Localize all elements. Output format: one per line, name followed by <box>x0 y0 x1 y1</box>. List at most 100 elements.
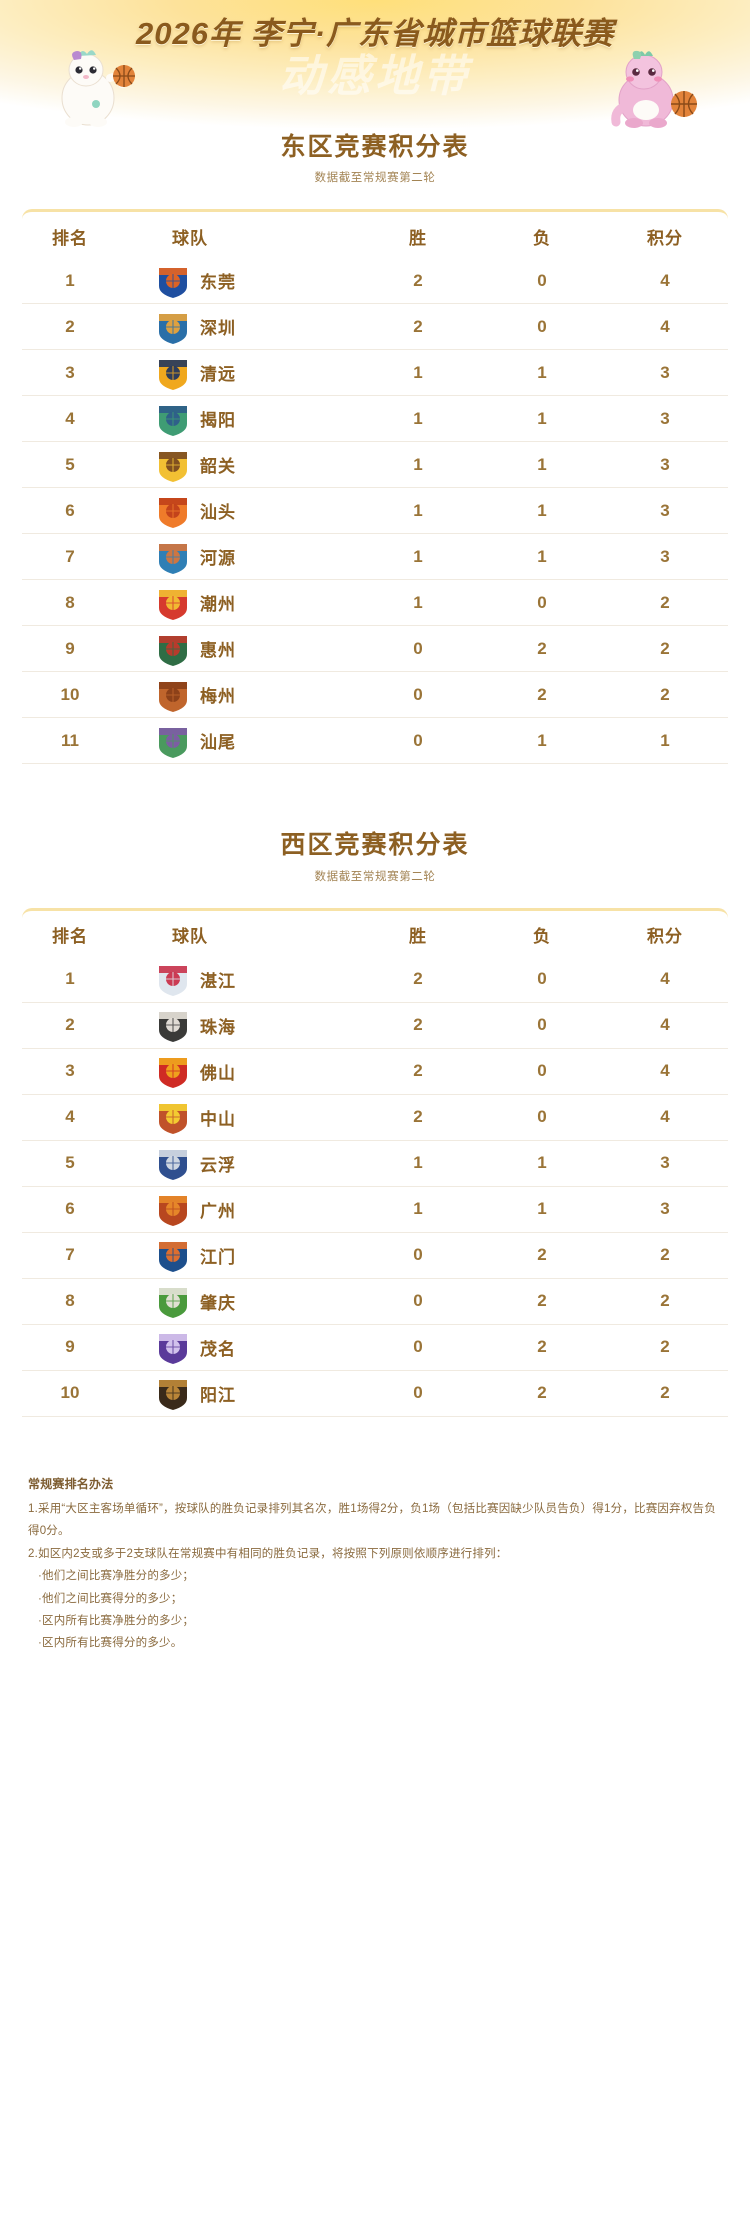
table-row[interactable]: 8 潮州 1 0 2 <box>22 580 728 627</box>
cell-rank: 3 <box>65 362 75 382</box>
shanwei-logo-icon <box>159 727 187 758</box>
cell-team: 梅州 <box>118 678 354 712</box>
cell-losses: 1 <box>537 546 547 566</box>
yangjiang-logo-icon <box>159 1380 187 1410</box>
cell-wins: 0 <box>413 1383 423 1402</box>
cell-points: 2 <box>660 1337 670 1356</box>
shaoguan-logo-icon <box>159 451 187 482</box>
cell-rank: 11 <box>61 730 79 750</box>
cell-team: 广州 <box>118 1192 354 1226</box>
cell-rank: 2 <box>65 316 75 336</box>
table-row[interactable]: 3 清远 1 1 3 <box>22 350 728 397</box>
cell-wins: 0 <box>413 1337 423 1356</box>
cell-losses: 1 <box>537 454 547 474</box>
cell-losses: 2 <box>537 1337 547 1356</box>
cell-team: 河源 <box>118 540 354 574</box>
cell-team: 佛山 <box>118 1054 354 1088</box>
cell-team: 东莞 <box>118 264 354 298</box>
table-row[interactable]: 10 梅州 0 2 2 <box>22 672 728 719</box>
cell-rank: 10 <box>60 1383 80 1402</box>
table-row[interactable]: 5 韶关 1 1 3 <box>22 442 728 489</box>
cell-wins: 1 <box>413 500 423 520</box>
cell-rank: 5 <box>65 454 75 474</box>
table-row[interactable]: 3 佛山 2 0 4 <box>22 1049 728 1095</box>
table-row[interactable]: 2 深圳 2 0 4 <box>22 304 728 351</box>
cell-wins: 1 <box>413 546 423 566</box>
cell-team: 中山 <box>118 1100 354 1134</box>
cell-rank: 5 <box>65 1153 75 1172</box>
cell-rank: 2 <box>65 1015 75 1034</box>
dongguan-logo-icon <box>159 267 187 298</box>
team-name: 云浮 <box>200 1155 236 1175</box>
team-name: 江门 <box>200 1247 236 1267</box>
team-name: 佛山 <box>200 1063 236 1083</box>
table-row[interactable]: 1 东莞 2 0 4 <box>22 258 728 305</box>
table-row[interactable]: 4 揭阳 1 1 3 <box>22 396 728 443</box>
table-row[interactable]: 9 茂名 0 2 2 <box>22 1325 728 1371</box>
cell-losses: 1 <box>537 730 547 750</box>
west-section-title: 西区竞赛积分表 <box>280 831 470 860</box>
table-row[interactable]: 5 云浮 1 1 3 <box>22 1141 728 1187</box>
team-name: 韶关 <box>200 457 236 477</box>
cell-wins: 0 <box>413 1291 423 1310</box>
table-row[interactable]: 2 珠海 2 0 4 <box>22 1003 728 1049</box>
cell-points: 3 <box>660 454 670 474</box>
cell-wins: 1 <box>413 454 423 474</box>
table-row[interactable]: 8 肇庆 0 2 2 <box>22 1279 728 1325</box>
cell-points: 4 <box>660 1107 670 1126</box>
cell-rank: 7 <box>65 546 75 566</box>
cell-points: 2 <box>660 1383 670 1402</box>
east-section-subtitle: 数据截至常规赛第二轮 <box>314 172 436 185</box>
pink-mascot-icon <box>611 50 697 128</box>
table-row[interactable]: 7 江门 0 2 2 <box>22 1233 728 1279</box>
table-row[interactable]: 1 湛江 2 0 4 <box>22 957 728 1003</box>
league-title: 2026年 李宁·广东省城市篮球联赛 <box>136 16 614 51</box>
column-header-losses: 负 <box>533 927 551 946</box>
cell-team: 深圳 <box>118 310 354 344</box>
cell-wins: 2 <box>413 1015 423 1034</box>
cell-wins: 1 <box>413 1153 423 1172</box>
cell-points: 2 <box>660 684 670 704</box>
east-standings-table: 排名 球队 胜 负 积分 1 东莞 2 0 4 2 深圳 2 0 4 3 清远 1 1 3 4 揭阳 1 1 3 5 韶关… <box>22 209 728 765</box>
rules-tiebreak-3: ·区内所有比赛净胜分的多少； <box>38 1615 195 1627</box>
cell-wins: 2 <box>413 1061 423 1080</box>
table-row[interactable]: 10 阳江 0 2 2 <box>22 1371 728 1417</box>
table-row[interactable]: 9 惠州 0 2 2 <box>22 626 728 673</box>
cell-wins: 0 <box>413 730 423 750</box>
team-name: 汕尾 <box>200 733 236 753</box>
white-mascot-icon <box>61 50 135 127</box>
cell-points: 3 <box>660 500 670 520</box>
column-header-team: 球队 <box>172 228 208 248</box>
shantou-logo-icon <box>159 497 187 528</box>
cell-losses: 2 <box>537 684 547 704</box>
chaozhou-logo-icon <box>159 589 187 620</box>
table-row[interactable]: 4 中山 2 0 4 <box>22 1095 728 1141</box>
west-section-header: 西区竞赛积分表 数据截至常规赛第二轮 <box>0 764 750 883</box>
team-name: 茂名 <box>200 1339 236 1359</box>
table-row[interactable]: 7 河源 1 1 3 <box>22 534 728 581</box>
team-name: 河源 <box>200 549 236 569</box>
cell-losses: 0 <box>537 270 547 290</box>
cell-points: 3 <box>660 408 670 428</box>
table-row[interactable]: 6 汕头 1 1 3 <box>22 488 728 535</box>
cell-team: 揭阳 <box>118 402 354 436</box>
qingyuan-logo-icon <box>159 359 187 390</box>
cell-losses: 1 <box>537 1153 547 1172</box>
cell-team: 肇庆 <box>118 1284 354 1318</box>
cell-wins: 2 <box>413 270 423 290</box>
cell-losses: 0 <box>537 316 547 336</box>
team-name: 广州 <box>200 1201 236 1221</box>
cell-team: 珠海 <box>118 1008 354 1042</box>
table-row[interactable]: 6 广州 1 1 3 <box>22 1187 728 1233</box>
table-row[interactable]: 11 汕尾 0 1 1 <box>22 718 728 765</box>
column-header-points: 积分 <box>647 927 683 946</box>
column-header-points: 积分 <box>647 228 683 248</box>
cell-points: 1 <box>660 730 670 750</box>
zhaoqing-logo-icon <box>159 1288 187 1318</box>
cell-team: 汕头 <box>118 494 354 528</box>
cell-losses: 0 <box>537 1107 547 1126</box>
cell-team: 潮州 <box>118 586 354 620</box>
team-name: 汕头 <box>200 503 236 523</box>
cell-wins: 1 <box>413 592 423 612</box>
cell-points: 2 <box>660 592 670 612</box>
